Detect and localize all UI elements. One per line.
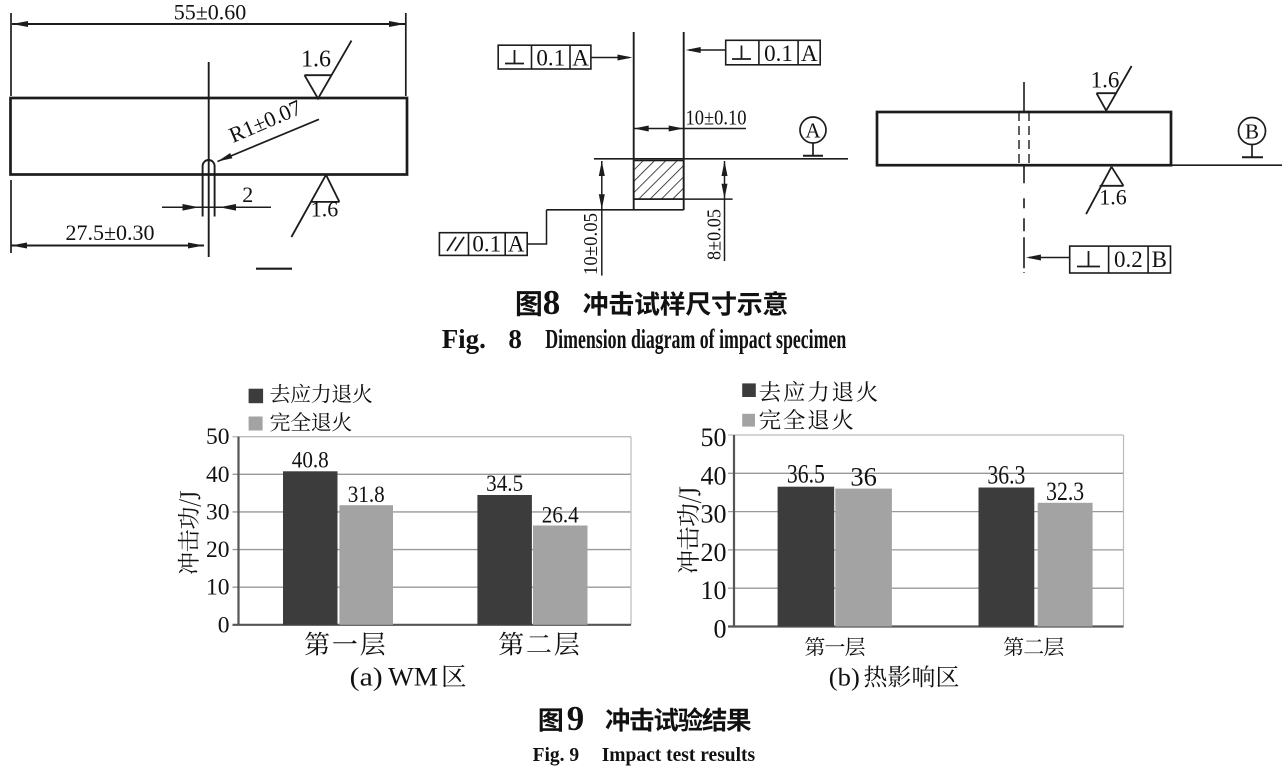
svg-text:Fig.: Fig. xyxy=(442,324,486,354)
svg-text:Impact test results: Impact test results xyxy=(602,745,756,766)
svg-text:1.6: 1.6 xyxy=(1099,185,1127,210)
svg-text:36: 36 xyxy=(850,462,877,492)
svg-text:10: 10 xyxy=(701,576,727,605)
svg-text:B: B xyxy=(1152,247,1167,272)
svg-text:36.3: 36.3 xyxy=(987,459,1025,489)
svg-text:0.1: 0.1 xyxy=(764,41,793,66)
svg-text:50: 50 xyxy=(206,424,230,450)
svg-text:1.6: 1.6 xyxy=(311,197,339,222)
svg-text:50: 50 xyxy=(701,423,727,452)
svg-text:1.6: 1.6 xyxy=(1091,68,1120,93)
svg-text:32.3: 32.3 xyxy=(1046,476,1084,506)
svg-text:0: 0 xyxy=(714,615,727,644)
svg-text:0.1: 0.1 xyxy=(472,232,501,257)
svg-text:0.2: 0.2 xyxy=(1114,247,1143,272)
svg-text:30: 30 xyxy=(701,500,727,529)
svg-text:A: A xyxy=(572,46,589,71)
svg-text:9: 9 xyxy=(567,699,585,738)
svg-text:20: 20 xyxy=(701,538,727,567)
svg-text:20: 20 xyxy=(206,537,230,563)
svg-text:40.8: 40.8 xyxy=(292,447,329,473)
svg-text:30: 30 xyxy=(206,499,230,525)
svg-text:34.5: 34.5 xyxy=(486,471,523,497)
svg-text:2: 2 xyxy=(242,182,253,207)
svg-text:1.6: 1.6 xyxy=(301,47,331,73)
svg-text:40: 40 xyxy=(701,461,727,490)
svg-text:8: 8 xyxy=(508,324,522,354)
svg-text:0: 0 xyxy=(218,612,230,638)
svg-text:10±0.05: 10±0.05 xyxy=(581,213,602,275)
svg-text:A: A xyxy=(508,232,525,257)
svg-text:40: 40 xyxy=(206,462,230,488)
svg-text:Fig. 9: Fig. 9 xyxy=(533,745,580,766)
svg-text:WM: WM xyxy=(388,663,438,692)
svg-text:27.5±0.30: 27.5±0.30 xyxy=(65,220,154,245)
svg-text:36.5: 36.5 xyxy=(787,459,825,489)
svg-text:Dimension diagram of impact sp: Dimension diagram of impact specimen xyxy=(545,324,846,354)
svg-text:55±0.60: 55±0.60 xyxy=(174,0,247,25)
svg-text:8±0.05: 8±0.05 xyxy=(704,209,725,260)
svg-text:A: A xyxy=(801,41,818,66)
svg-text:8: 8 xyxy=(543,283,561,322)
svg-text:10±0.10: 10±0.10 xyxy=(686,106,747,130)
svg-text:B: B xyxy=(1245,120,1259,144)
svg-text:26.4: 26.4 xyxy=(542,502,579,528)
svg-text:31.8: 31.8 xyxy=(348,482,385,508)
svg-text:0.1: 0.1 xyxy=(536,46,565,71)
svg-text:(b): (b) xyxy=(829,665,860,692)
svg-text:(a): (a) xyxy=(350,663,383,692)
svg-text:A: A xyxy=(805,119,821,143)
svg-text:10: 10 xyxy=(206,575,230,601)
